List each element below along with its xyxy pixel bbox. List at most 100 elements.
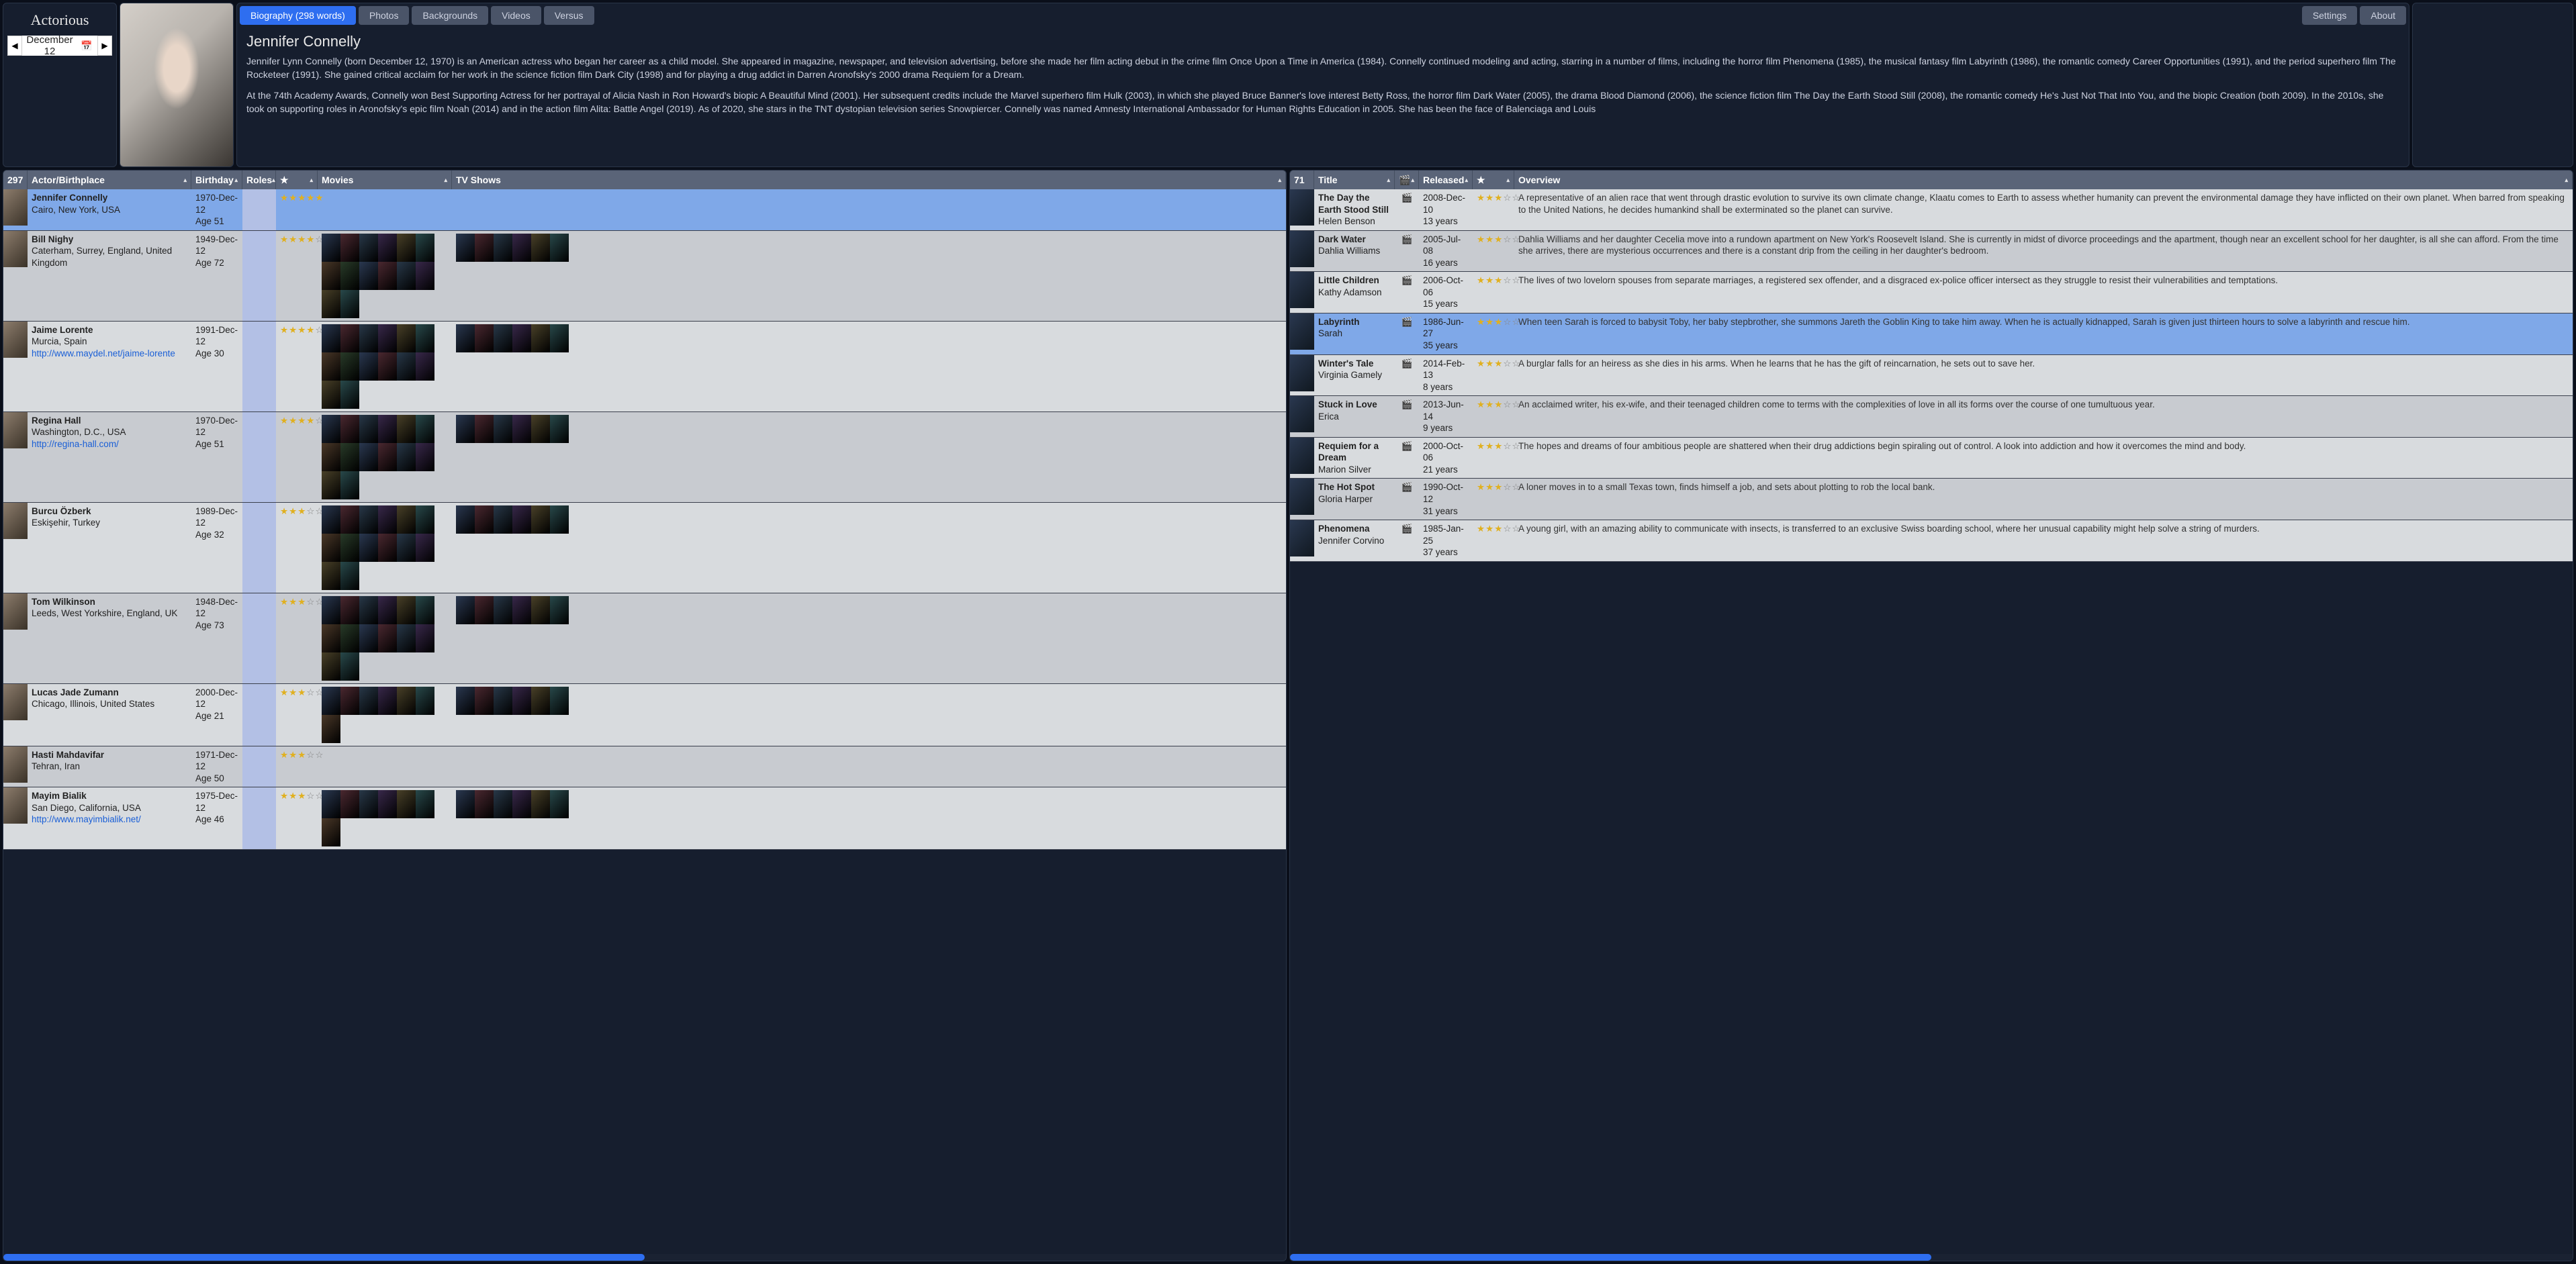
title-row[interactable]: PhenomenaJennifer Corvino🎬1985-Jan-2537 … bbox=[1290, 520, 2573, 562]
poster-thumb[interactable] bbox=[397, 687, 416, 715]
poster-thumb[interactable] bbox=[340, 262, 359, 290]
poster-thumb[interactable] bbox=[378, 624, 397, 652]
poster-thumb[interactable] bbox=[359, 505, 378, 534]
poster-thumb[interactable] bbox=[322, 687, 340, 715]
poster-thumb[interactable] bbox=[456, 324, 475, 352]
poster-thumb[interactable] bbox=[397, 596, 416, 624]
poster-thumb[interactable] bbox=[340, 624, 359, 652]
poster-thumb[interactable] bbox=[322, 290, 340, 318]
poster-thumb[interactable] bbox=[378, 415, 397, 443]
poster-thumb[interactable] bbox=[378, 505, 397, 534]
poster-thumb[interactable] bbox=[378, 687, 397, 715]
actor-row[interactable]: Jaime LorenteMurcia, Spainhttp://www.may… bbox=[3, 322, 1286, 412]
poster-thumb[interactable] bbox=[322, 596, 340, 624]
poster-thumb[interactable] bbox=[340, 234, 359, 262]
title-row[interactable]: Dark WaterDahlia Williams🎬2005-Jul-0816 … bbox=[1290, 231, 2573, 273]
poster-thumb[interactable] bbox=[531, 687, 550, 715]
poster-thumb[interactable] bbox=[359, 443, 378, 471]
poster-thumb[interactable] bbox=[322, 790, 340, 818]
poster-thumb[interactable] bbox=[531, 790, 550, 818]
poster-thumb[interactable] bbox=[456, 790, 475, 818]
poster-thumb[interactable] bbox=[322, 624, 340, 652]
poster-thumb[interactable] bbox=[340, 534, 359, 562]
poster-thumb[interactable] bbox=[322, 415, 340, 443]
poster-thumb[interactable] bbox=[416, 624, 434, 652]
poster-thumb[interactable] bbox=[397, 234, 416, 262]
poster-thumb[interactable] bbox=[475, 324, 494, 352]
poster-thumb[interactable] bbox=[322, 715, 340, 743]
poster-thumb[interactable] bbox=[322, 234, 340, 262]
poster-thumb[interactable] bbox=[340, 290, 359, 318]
poster-thumb[interactable] bbox=[397, 262, 416, 290]
poster-thumb[interactable] bbox=[322, 534, 340, 562]
actor-row[interactable]: Tom WilkinsonLeeds, West Yorkshire, Engl… bbox=[3, 593, 1286, 684]
poster-thumb[interactable] bbox=[531, 505, 550, 534]
date-display[interactable]: December 12 bbox=[24, 34, 76, 57]
poster-thumb[interactable] bbox=[322, 262, 340, 290]
poster-thumb[interactable] bbox=[340, 352, 359, 381]
tab-backgrounds[interactable]: Backgrounds bbox=[412, 6, 488, 25]
bio-body[interactable]: Jennifer Connelly Jennifer Lynn Connelly… bbox=[237, 28, 2409, 128]
poster-thumb[interactable] bbox=[322, 381, 340, 409]
poster-thumb[interactable] bbox=[550, 505, 569, 534]
poster-thumb[interactable] bbox=[378, 352, 397, 381]
poster-thumb[interactable] bbox=[322, 818, 340, 846]
poster-thumb[interactable] bbox=[359, 534, 378, 562]
poster-thumb[interactable] bbox=[416, 262, 434, 290]
actor-row[interactable]: Lucas Jade ZumannChicago, Illinois, Unit… bbox=[3, 684, 1286, 746]
poster-thumb[interactable] bbox=[416, 534, 434, 562]
poster-thumb[interactable] bbox=[550, 234, 569, 262]
date-next-button[interactable]: ▶ bbox=[97, 36, 112, 56]
actor-row[interactable]: Regina HallWashington, D.C., USAhttp://r… bbox=[3, 412, 1286, 503]
col-header[interactable]: Roles▴ bbox=[242, 171, 276, 189]
poster-thumb[interactable] bbox=[340, 562, 359, 590]
poster-thumb[interactable] bbox=[322, 443, 340, 471]
poster-thumb[interactable] bbox=[416, 687, 434, 715]
title-row[interactable]: Stuck in LoveErica🎬2013-Jun-149 years★★★… bbox=[1290, 396, 2573, 438]
poster-thumb[interactable] bbox=[378, 534, 397, 562]
poster-thumb[interactable] bbox=[456, 415, 475, 443]
poster-thumb[interactable] bbox=[512, 687, 531, 715]
tab-photos[interactable]: Photos bbox=[359, 6, 410, 25]
poster-thumb[interactable] bbox=[340, 471, 359, 499]
actors-hscroll[interactable] bbox=[3, 1254, 1286, 1261]
col-header[interactable]: Title▴ bbox=[1314, 171, 1395, 189]
poster-thumb[interactable] bbox=[550, 324, 569, 352]
tab-videos[interactable]: Videos bbox=[491, 6, 541, 25]
titles-hscroll[interactable] bbox=[1290, 1254, 2573, 1261]
poster-thumb[interactable] bbox=[378, 596, 397, 624]
actor-link[interactable]: http://www.mayimbialik.net/ bbox=[32, 814, 187, 826]
poster-thumb[interactable] bbox=[494, 790, 512, 818]
poster-thumb[interactable] bbox=[340, 790, 359, 818]
poster-thumb[interactable] bbox=[378, 790, 397, 818]
poster-thumb[interactable] bbox=[456, 687, 475, 715]
poster-thumb[interactable] bbox=[322, 562, 340, 590]
col-header[interactable]: TV Shows▴ bbox=[452, 171, 1286, 189]
actor-link[interactable]: http://regina-hall.com/ bbox=[32, 438, 187, 450]
poster-thumb[interactable] bbox=[512, 415, 531, 443]
poster-thumb[interactable] bbox=[475, 596, 494, 624]
col-header[interactable]: ★▴ bbox=[1473, 171, 1514, 189]
poster-thumb[interactable] bbox=[322, 505, 340, 534]
poster-thumb[interactable] bbox=[340, 596, 359, 624]
poster-thumb[interactable] bbox=[378, 443, 397, 471]
tab-settings[interactable]: Settings bbox=[2302, 6, 2358, 25]
poster-thumb[interactable] bbox=[378, 234, 397, 262]
poster-thumb[interactable] bbox=[512, 324, 531, 352]
poster-thumb[interactable] bbox=[322, 352, 340, 381]
poster-thumb[interactable] bbox=[397, 624, 416, 652]
poster-thumb[interactable] bbox=[494, 687, 512, 715]
poster-thumb[interactable] bbox=[512, 505, 531, 534]
poster-thumb[interactable] bbox=[531, 415, 550, 443]
poster-thumb[interactable] bbox=[340, 652, 359, 681]
poster-thumb[interactable] bbox=[550, 415, 569, 443]
poster-thumb[interactable] bbox=[397, 443, 416, 471]
actors-grid-body[interactable]: Jennifer ConnellyCairo, New York, USA197… bbox=[3, 189, 1286, 1254]
actor-row[interactable]: Burcu ÖzberkEskişehir, Turkey1989-Dec-12… bbox=[3, 503, 1286, 593]
poster-thumb[interactable] bbox=[340, 687, 359, 715]
poster-thumb[interactable] bbox=[550, 596, 569, 624]
poster-thumb[interactable] bbox=[359, 262, 378, 290]
poster-thumb[interactable] bbox=[359, 596, 378, 624]
poster-thumb[interactable] bbox=[550, 687, 569, 715]
tab-versus[interactable]: Versus bbox=[544, 6, 594, 25]
